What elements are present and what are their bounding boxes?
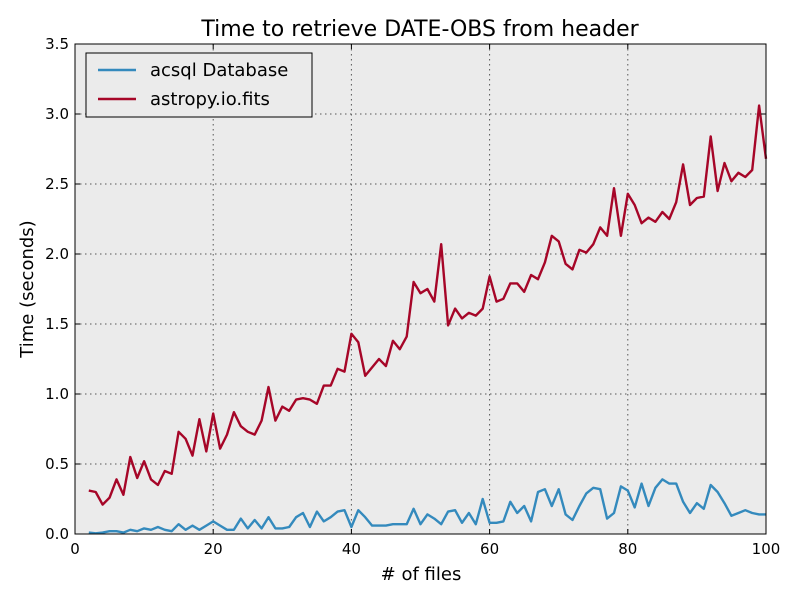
y-tick-label: 1.5: [45, 315, 69, 333]
series-line-acsql-database: [88, 478, 766, 535]
x-tick-label: 60: [480, 540, 499, 558]
y-tick-label: 2.5: [45, 175, 69, 193]
y-tick-label: 0.5: [45, 455, 69, 473]
series-lines: [88, 104, 768, 535]
chart-title: Time to retrieve DATE-OBS from header: [200, 17, 639, 42]
legend-label: acsql Database: [150, 60, 288, 81]
axis-ticks: 0 20 40 60 80 100 0.0 0.5 1.0 1.5 2.0 2.5 3.0 3.5: [45, 35, 780, 558]
y-tick-label: 0.0: [45, 525, 69, 543]
x-tick-label: 80: [618, 540, 637, 558]
y-axis-label: Time (seconds): [17, 220, 38, 358]
grid-lines: [75, 44, 766, 534]
legend-box: [85, 52, 313, 118]
x-tick-label: 0: [70, 540, 80, 558]
x-tick-label: 20: [204, 540, 223, 558]
y-tick-label: 2.0: [45, 245, 69, 263]
y-tick-label: 3.5: [45, 35, 69, 53]
y-tick-label: 3.0: [45, 105, 69, 123]
series-line-astropy-io-fits: [88, 104, 768, 506]
x-tick-label: 100: [752, 540, 781, 558]
y-tick-label: 1.0: [45, 385, 69, 403]
plot-frame: [74, 43, 767, 535]
legend-label: astropy.io.fits: [150, 89, 270, 110]
legend: acsql Database astropy.io.fits: [85, 52, 313, 118]
x-tick-label: 40: [342, 540, 361, 558]
x-axis-label: # of files: [381, 564, 462, 585]
